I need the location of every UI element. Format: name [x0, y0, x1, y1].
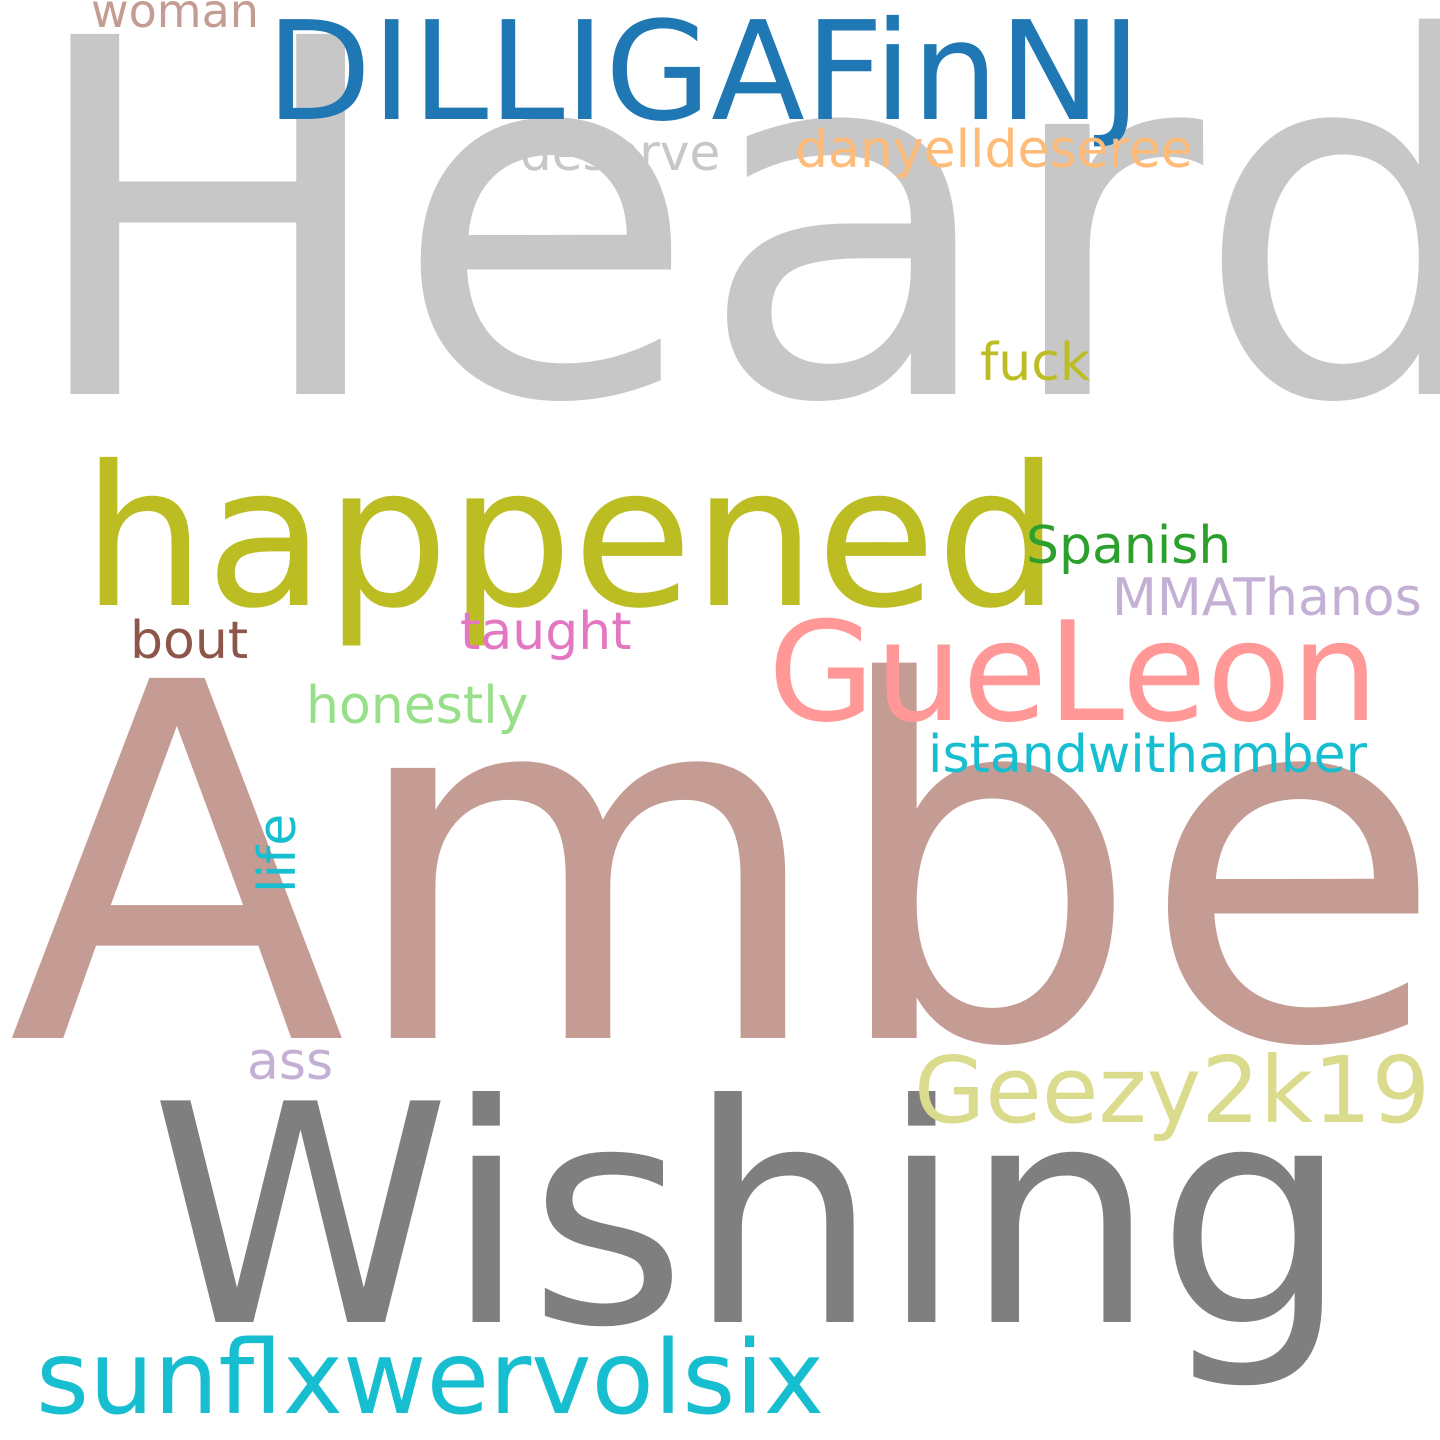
- word-wishing: Wishing: [150, 1040, 1350, 1394]
- word-mmathanos: MMAThanos: [1112, 568, 1422, 628]
- word-geezy2k19: Geezy2k19: [914, 1037, 1431, 1144]
- word-ass: ass: [247, 1032, 334, 1092]
- word-deserve: deserve: [520, 124, 721, 182]
- word-woman: woman: [91, 0, 259, 38]
- word-istandwithamber: istandwithamber: [928, 725, 1367, 785]
- word-sunflxwervolsix: sunflxwervolsix: [36, 1319, 825, 1438]
- word-danyelldeseree: danyelldeseree: [795, 120, 1193, 180]
- word-amber: Amber: [8, 579, 1440, 1155]
- word-life: life: [248, 813, 308, 893]
- word-honestly: honestly: [306, 676, 529, 736]
- word-dilligafinnj: DILLIGAFinNJ: [266, 0, 1142, 152]
- word-gueleon: GueLeon: [768, 592, 1379, 753]
- word-bout: bout: [130, 611, 249, 671]
- word-fuck: fuck: [980, 333, 1090, 393]
- word-happened: happened: [82, 424, 1060, 651]
- word-taught: taught: [460, 602, 632, 662]
- word-spanish: Spanish: [1026, 516, 1232, 576]
- word-heard: Heard: [22, 0, 1440, 511]
